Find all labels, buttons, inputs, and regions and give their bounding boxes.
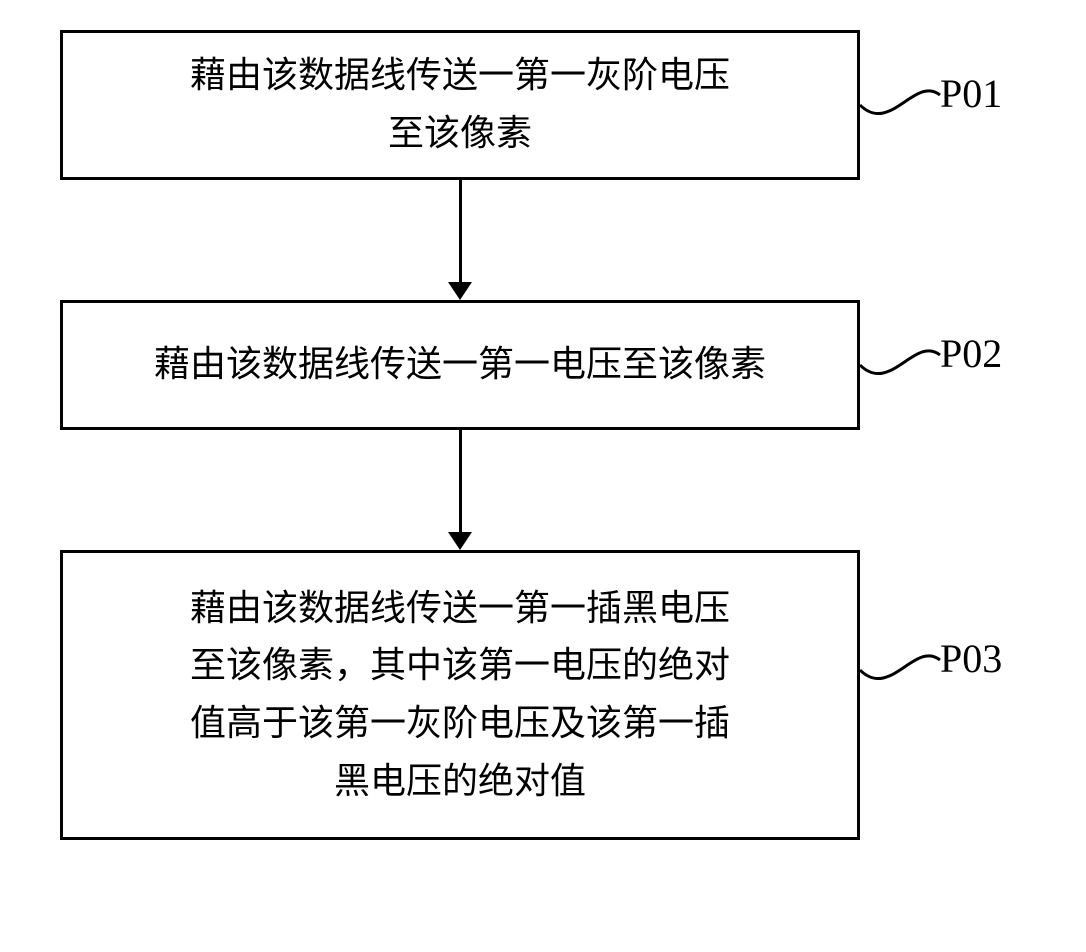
flow-node-p03-text: 藉由该数据线传送一第一插黑电压 至该像素，其中该第一电压的绝对 值高于该第一灰阶… xyxy=(190,580,730,810)
leader-p02-path xyxy=(860,351,940,374)
edge-p01-p02-arrow xyxy=(448,282,472,300)
edge-p02-p03-arrow xyxy=(448,532,472,550)
label-p03: P03 xyxy=(940,635,1002,682)
flow-node-p01-text: 藉由该数据线传送一第一灰阶电压 至该像素 xyxy=(190,47,730,162)
flow-node-p02: 藉由该数据线传送一第一电压至该像素 xyxy=(60,300,860,430)
flow-node-p02-text: 藉由该数据线传送一第一电压至该像素 xyxy=(154,336,766,394)
flow-node-p03: 藉由该数据线传送一第一插黑电压 至该像素，其中该第一电压的绝对 值高于该第一灰阶… xyxy=(60,550,860,840)
leader-p01-path xyxy=(860,91,940,114)
edge-p02-p03-line xyxy=(459,430,462,534)
flow-node-p01: 藉由该数据线传送一第一灰阶电压 至该像素 xyxy=(60,30,860,180)
edge-p01-p02-line xyxy=(459,180,462,284)
label-p01: P01 xyxy=(940,70,1002,117)
leader-p03-path xyxy=(860,656,940,679)
label-p02: P02 xyxy=(940,330,1002,377)
